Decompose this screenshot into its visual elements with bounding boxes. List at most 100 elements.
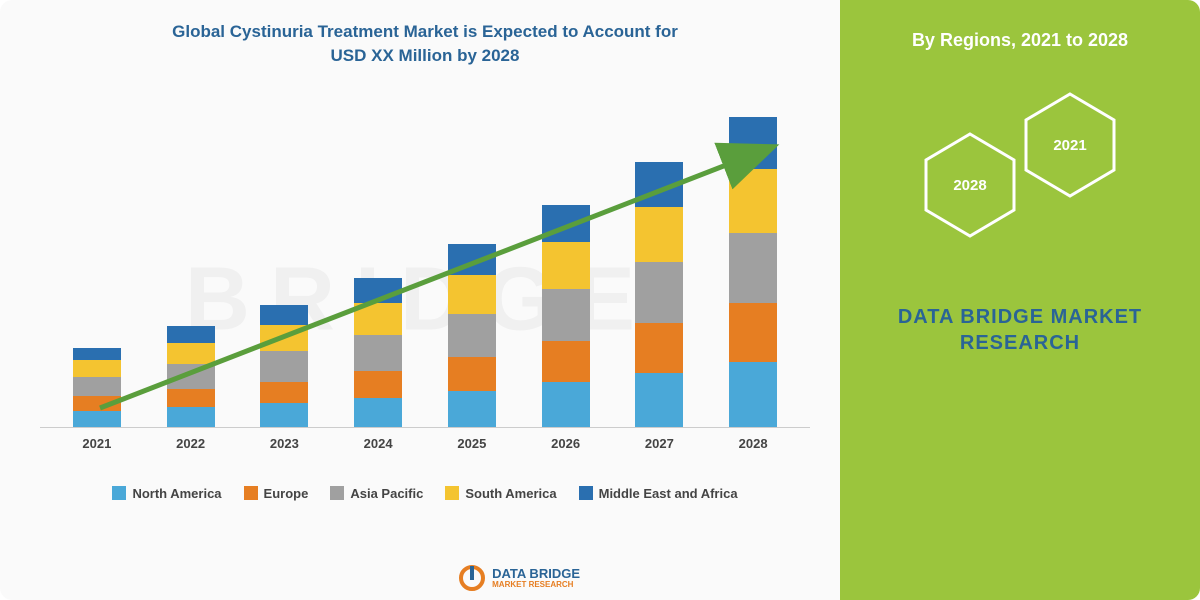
- x-axis-label: 2028: [718, 436, 788, 451]
- chart-panel: BRIDGE Global Cystinuria Treatment Marke…: [0, 0, 840, 600]
- bar-segment: [542, 242, 590, 289]
- bar-group: [437, 244, 507, 426]
- bar-segment: [635, 207, 683, 262]
- x-axis-label: 2021: [62, 436, 132, 451]
- bar-segment: [354, 371, 402, 398]
- right-panel-title: By Regions, 2021 to 2028: [840, 30, 1200, 51]
- legend: North America Europe Asia Pacific South Ame…: [40, 486, 810, 501]
- brand-line-2: RESEARCH: [960, 332, 1080, 354]
- bar-segment: [448, 244, 496, 274]
- legend-item: Europe: [244, 486, 309, 501]
- bar-segment: [448, 357, 496, 391]
- bar-group: [624, 162, 694, 427]
- bar-segment: [729, 233, 777, 303]
- bar-segment: [354, 303, 402, 335]
- bar-segment: [167, 364, 215, 389]
- legend-label: North America: [132, 486, 221, 501]
- x-axis-label: 2025: [437, 436, 507, 451]
- bar-segment: [260, 351, 308, 381]
- bar-segment: [542, 341, 590, 382]
- bar-segment: [542, 289, 590, 341]
- stacked-bar: [354, 278, 402, 426]
- bar-segment: [260, 382, 308, 403]
- bar-segment: [167, 343, 215, 364]
- bar-segment: [73, 348, 121, 361]
- title-line-2: USD XX Million by 2028: [331, 46, 520, 65]
- bar-segment: [167, 407, 215, 427]
- stacked-bar: [635, 162, 683, 427]
- stacked-bar: [448, 244, 496, 426]
- bar-segment: [260, 325, 308, 352]
- legend-label: Europe: [264, 486, 309, 501]
- legend-label: Asia Pacific: [350, 486, 423, 501]
- bar-segment: [729, 303, 777, 362]
- bar-segment: [73, 360, 121, 376]
- legend-swatch: [244, 486, 258, 500]
- stacked-bar: [260, 305, 308, 427]
- bar-segment: [73, 377, 121, 397]
- legend-swatch: [445, 486, 459, 500]
- hex-badge-2021: 2021: [1020, 90, 1120, 200]
- bar-segment: [635, 323, 683, 373]
- bar-segment: [73, 411, 121, 427]
- hex-label-2: 2021: [1053, 137, 1086, 154]
- bar-segment: [354, 335, 402, 371]
- legend-item: Asia Pacific: [330, 486, 423, 501]
- bar-segment: [448, 275, 496, 314]
- stacked-bar: [729, 117, 777, 427]
- bar-segment: [635, 162, 683, 207]
- legend-label: South America: [465, 486, 556, 501]
- bar-segment: [73, 396, 121, 410]
- bar-segment: [635, 262, 683, 323]
- bar-group: [249, 305, 319, 427]
- chart-area: 2021 2022 2023 2024 2025 2026 2027 2028: [40, 88, 810, 468]
- bar-group: [343, 278, 413, 426]
- x-axis-label: 2024: [343, 436, 413, 451]
- bar-segment: [354, 278, 402, 303]
- legend-swatch: [579, 486, 593, 500]
- hex-badges: 2028 2021: [900, 90, 1140, 250]
- bar-segment: [260, 305, 308, 325]
- bar-group: [718, 117, 788, 427]
- x-axis-label: 2026: [531, 436, 601, 451]
- bar-segment: [542, 205, 590, 243]
- x-axis-label: 2022: [156, 436, 226, 451]
- infographic-container: BRIDGE Global Cystinuria Treatment Marke…: [0, 0, 1200, 600]
- legend-item: Middle East and Africa: [579, 486, 738, 501]
- bar-plot: [40, 88, 810, 428]
- bar-group: [531, 205, 601, 427]
- x-axis: 2021 2022 2023 2024 2025 2026 2027 2028: [40, 428, 810, 451]
- title-line-1: Global Cystinuria Treatment Market is Ex…: [172, 22, 678, 41]
- bar-segment: [448, 314, 496, 357]
- bar-group: [62, 348, 132, 427]
- stacked-bar: [73, 348, 121, 427]
- legend-swatch: [112, 486, 126, 500]
- bar-segment: [635, 373, 683, 427]
- legend-item: South America: [445, 486, 556, 501]
- chart-title: Global Cystinuria Treatment Market is Ex…: [40, 20, 810, 68]
- bar-segment: [354, 398, 402, 427]
- footer-brand: DATA BRIDGE: [492, 567, 580, 580]
- hex-label-1: 2028: [953, 177, 986, 194]
- footer-text: DATA BRIDGE MARKET RESEARCH: [492, 567, 580, 589]
- bar-segment: [542, 382, 590, 427]
- brand-line-1: DATA BRIDGE MARKET: [898, 306, 1142, 328]
- right-panel: By Regions, 2021 to 2028 2028 2021 DATA …: [840, 0, 1200, 600]
- bar-segment: [729, 169, 777, 233]
- legend-item: North America: [112, 486, 221, 501]
- footer-logo: DATA BRIDGE MARKET RESEARCH: [458, 564, 580, 592]
- bar-segment: [167, 389, 215, 407]
- brand-text: DATA BRIDGE MARKET RESEARCH: [898, 304, 1142, 356]
- bar-group: [156, 326, 226, 426]
- x-axis-label: 2027: [624, 436, 694, 451]
- x-axis-label: 2023: [249, 436, 319, 451]
- stacked-bar: [167, 326, 215, 426]
- bar-segment: [729, 117, 777, 169]
- bar-segment: [448, 391, 496, 427]
- legend-label: Middle East and Africa: [599, 486, 738, 501]
- stacked-bar: [542, 205, 590, 427]
- logo-icon: [458, 564, 486, 592]
- legend-swatch: [330, 486, 344, 500]
- bar-segment: [260, 403, 308, 426]
- footer-sub: MARKET RESEARCH: [492, 580, 580, 589]
